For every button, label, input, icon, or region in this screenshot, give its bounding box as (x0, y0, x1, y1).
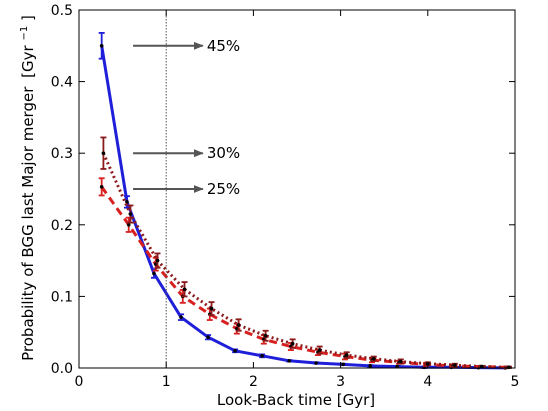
series-dotted (100, 136, 512, 370)
series-dashed (98, 177, 511, 370)
data-point (368, 364, 373, 368)
data-point (453, 363, 457, 367)
data-point (152, 271, 156, 276)
data-point (125, 200, 129, 204)
data-point (233, 349, 237, 353)
x-tick-label: 0 (75, 374, 84, 390)
annotation-layer: 45% 30% 25% (133, 37, 240, 198)
plot-frame (78, 9, 516, 369)
data-point (99, 185, 104, 189)
y-axis-label-main: Probability of BGG last Major merger (19, 86, 37, 361)
data-point (341, 362, 346, 367)
y-tick-label: 0.0 (51, 361, 73, 377)
data-point (287, 359, 291, 363)
series-line-dashed (100, 186, 508, 369)
x-tick-label: 4 (423, 374, 432, 390)
data-point (99, 44, 104, 48)
data-point (480, 364, 484, 369)
y-tick-label: 0.4 (51, 75, 73, 91)
data-point (263, 333, 268, 338)
y-tick-label: 0.3 (51, 146, 73, 162)
data-point (371, 356, 376, 361)
data-point (314, 361, 318, 365)
data-point (236, 323, 241, 327)
series-line-solid (100, 45, 506, 370)
annotation-label: 30% (207, 144, 240, 162)
y-axis-label: Probability of BGG last Major merger [Gy… (13, 15, 37, 361)
data-point (507, 365, 511, 370)
data-point (126, 223, 131, 227)
y-axis-label-unit: [Gyr (19, 44, 37, 77)
x-tick-label: 3 (336, 374, 345, 390)
data-point (395, 364, 400, 369)
data-point (182, 287, 187, 292)
data-point (155, 258, 160, 263)
y-axis-ticks: 0.0 0.1 0.2 0.3 0.4 0.5 (51, 3, 515, 377)
series-solid (98, 32, 509, 370)
data-point (398, 359, 403, 364)
y-tick-label: 0.1 (51, 289, 73, 305)
series-line-dotted (102, 152, 509, 369)
data-point (128, 212, 133, 216)
y-axis-label-unit-exponent: −1 (19, 26, 30, 41)
data-point (206, 335, 210, 340)
y-axis-label-unit-close: ] (19, 15, 37, 21)
data-point (209, 306, 214, 311)
data-point (290, 341, 295, 346)
data-point (344, 353, 349, 357)
x-axis-ticks: 0 1 2 3 4 5 (75, 10, 520, 390)
y-tick-label: 0.5 (51, 3, 73, 19)
x-axis-label: Look-Back time [Gyr] (217, 391, 375, 409)
x-tick-label: 5 (511, 374, 520, 390)
y-tick-label: 0.2 (51, 218, 73, 234)
series-layer (98, 32, 512, 370)
data-point (260, 354, 264, 358)
annotation-label: 25% (207, 180, 240, 198)
data-point (179, 315, 183, 319)
data-point (317, 348, 322, 352)
data-point (101, 151, 106, 155)
x-tick-label: 1 (162, 374, 171, 390)
x-tick-label: 2 (249, 374, 258, 390)
annotation-label: 45% (207, 37, 240, 55)
